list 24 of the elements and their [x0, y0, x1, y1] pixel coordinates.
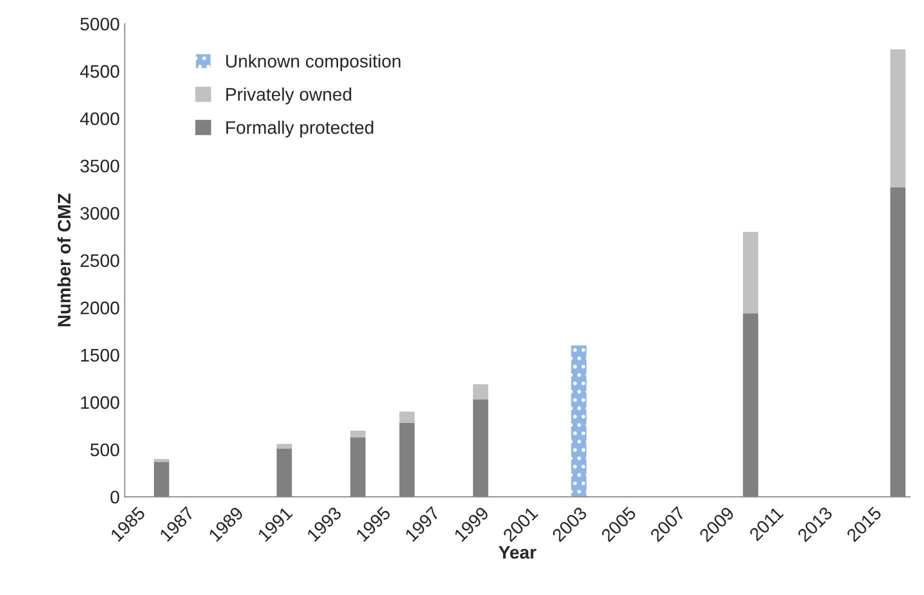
y-tick-label: 1000	[81, 396, 120, 409]
y-tick-label: 2500	[80, 254, 120, 268]
y-tick-label: 500	[90, 443, 120, 456]
y-axis-title: Number of CMZ	[57, 194, 71, 326]
y-tick-label: 4500	[80, 65, 120, 78]
y-tick-label: 3000	[80, 206, 120, 220]
bar	[890, 49, 906, 188]
y-tick-label: 5000	[80, 18, 120, 31]
x-axis-title: Year	[498, 546, 536, 559]
bar	[276, 444, 292, 449]
legend-label: Formally protected	[226, 120, 374, 138]
legend-label: Privately owned	[226, 88, 352, 104]
y-tick-label: 2000	[80, 302, 120, 314]
bar	[399, 412, 415, 424]
bar	[473, 384, 488, 400]
bar	[571, 345, 586, 497]
legend-label: Unknown composition	[226, 54, 400, 72]
y-tick-label: 1500	[81, 348, 120, 362]
bar	[350, 430, 366, 438]
bar	[154, 458, 170, 462]
y-tick-label: 0	[110, 490, 120, 504]
bar	[742, 232, 758, 314]
y-tick-label: 3500	[80, 160, 120, 172]
y-tick-label: 4000	[80, 112, 120, 126]
